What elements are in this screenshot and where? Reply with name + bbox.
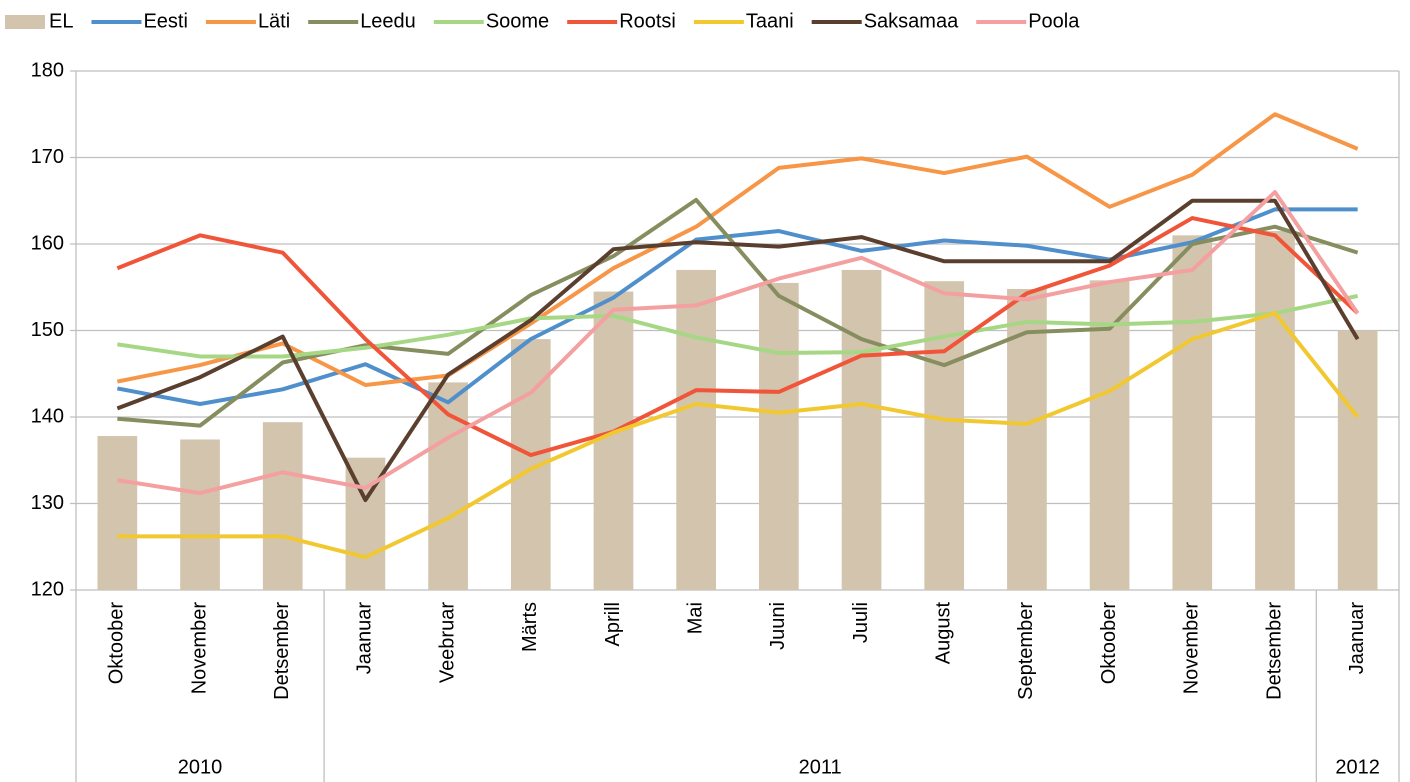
x-tick-label: August xyxy=(933,602,955,665)
line xyxy=(117,293,1359,359)
legend-label: Rootsi xyxy=(619,10,676,32)
line xyxy=(117,190,1360,496)
legend-label: Taani xyxy=(746,10,794,32)
x-tick-label: Juuli xyxy=(850,602,872,643)
y-tick-label: 140 xyxy=(31,405,64,427)
line xyxy=(116,207,1358,407)
y-tick-label: 150 xyxy=(31,319,64,341)
legend-label: Saksamaa xyxy=(864,10,959,32)
y-tick-label: 130 xyxy=(31,492,64,514)
group-label: 2010 xyxy=(178,756,223,778)
line xyxy=(117,311,1360,560)
bar xyxy=(97,436,138,590)
x-tick-label: Jaanuar xyxy=(1346,602,1368,675)
bar xyxy=(428,382,468,590)
y-tick-label: 120 xyxy=(31,578,64,600)
legend-label: Eesti xyxy=(143,10,187,32)
bar xyxy=(841,269,882,590)
bar xyxy=(758,282,799,590)
x-tick-label: Detsember xyxy=(271,602,293,700)
bar xyxy=(1172,235,1213,590)
x-tick-label: Oktoober xyxy=(106,602,128,685)
x-tick-label: Jaanuar xyxy=(354,602,376,675)
bar xyxy=(262,422,303,590)
x-tick-label: September xyxy=(1015,602,1037,700)
x-tick-label: Veebruar xyxy=(436,602,458,684)
x-tick-label: Aprill xyxy=(602,602,624,646)
group-label: 2012 xyxy=(1335,756,1380,778)
line xyxy=(116,112,1359,387)
group-label: 2011 xyxy=(799,756,842,778)
bar xyxy=(180,439,220,590)
legend-label: Soome xyxy=(486,10,549,32)
legend-label: EL xyxy=(49,10,73,32)
bar xyxy=(593,291,634,590)
x-tick-label: Mai xyxy=(684,602,706,634)
bar xyxy=(1337,330,1378,590)
x-tick-label: Juuni xyxy=(767,602,789,650)
x-tick-label: Märts xyxy=(519,602,541,652)
y-tick-label: 170 xyxy=(31,146,64,168)
line xyxy=(116,216,1360,458)
x-tick-label: November xyxy=(1181,602,1203,695)
line xyxy=(116,198,1360,503)
bar xyxy=(1089,280,1130,590)
y-tick-label: 180 xyxy=(31,59,64,81)
bar xyxy=(676,269,717,590)
x-tick-label: Oktoober xyxy=(1098,602,1120,685)
y-tick-label: 160 xyxy=(31,232,64,254)
x-tick-label: Detsember xyxy=(1263,602,1285,700)
legend-label: Leedu xyxy=(360,10,416,32)
bar xyxy=(924,281,965,590)
x-tick-label: November xyxy=(188,602,210,695)
bar xyxy=(1255,231,1295,590)
legend-label: Poola xyxy=(1028,10,1080,32)
legend-label: Läti xyxy=(258,10,290,32)
legend-swatch xyxy=(5,15,45,29)
